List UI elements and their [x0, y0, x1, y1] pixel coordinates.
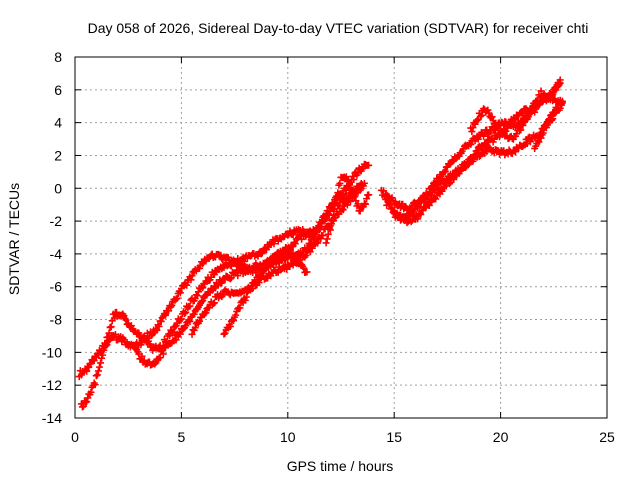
series-track-6 [322, 173, 373, 247]
x-tick-label: 0 [71, 429, 79, 445]
y-tick-label: 8 [54, 49, 62, 65]
y-tick-label: -14 [42, 410, 62, 426]
series-track-10 [467, 76, 564, 143]
data-points [75, 76, 566, 411]
series-points-track-6 [322, 173, 373, 247]
series-points-track-5 [220, 227, 317, 338]
y-tick-label: -12 [42, 377, 62, 393]
x-tick-label: 15 [386, 429, 402, 445]
x-tick-label: 25 [599, 429, 615, 445]
x-tick-labels: 0 5 10 15 20 25 [71, 429, 615, 445]
series-track-5 [220, 227, 317, 338]
y-tick-label: -6 [50, 279, 63, 295]
axis-ticks [74, 56, 608, 419]
x-tick-label: 10 [280, 429, 296, 445]
y-tick-label: 4 [54, 115, 62, 131]
y-tick-label: 2 [54, 147, 62, 163]
x-axis-label: GPS time / hours [287, 458, 394, 474]
y-tick-labels: -14 -12 -10 -8 -6 -4 -2 0 2 4 6 8 [42, 49, 62, 426]
y-tick-label: -4 [50, 246, 63, 262]
y-tick-label: -8 [50, 312, 63, 328]
series-points-track-10 [467, 76, 564, 143]
x-tick-label: 5 [178, 429, 186, 445]
y-tick-label: -2 [50, 213, 63, 229]
chart-title: Day 058 of 2026, Sidereal Day-to-day VTE… [88, 20, 589, 36]
series-track-11 [531, 97, 566, 152]
y-axis-label: SDTVAR / TECUs [6, 183, 22, 295]
x-tick-label: 20 [493, 429, 509, 445]
y-tick-label: 6 [54, 82, 62, 98]
plot-frame [74, 56, 608, 419]
series-points-track-11 [531, 97, 566, 152]
y-tick-label: -10 [42, 344, 62, 360]
y-tick-label: 0 [54, 180, 62, 196]
